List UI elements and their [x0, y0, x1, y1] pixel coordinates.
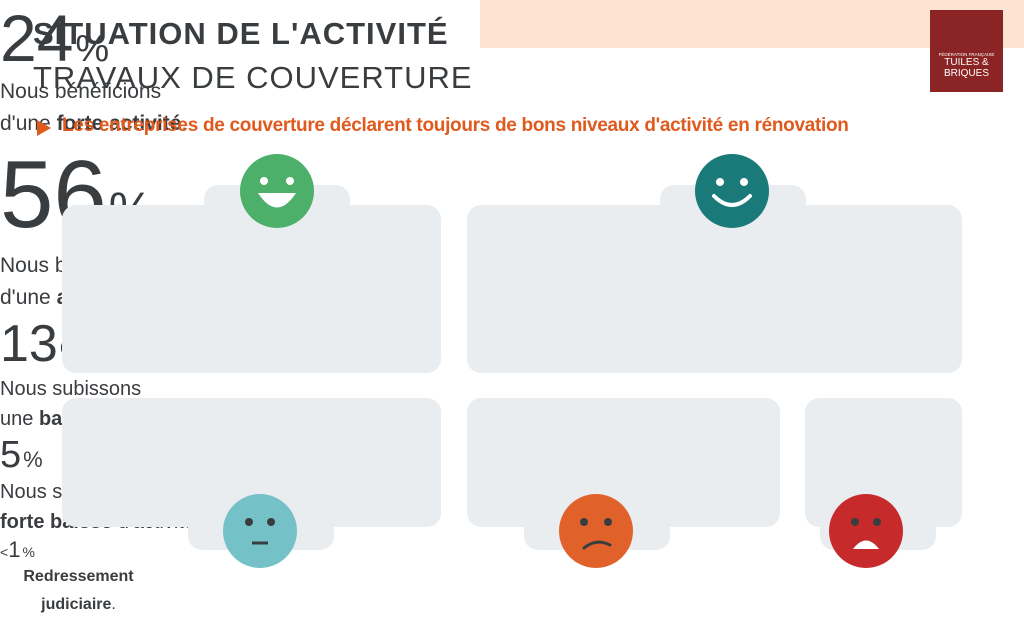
- card: [62, 398, 441, 527]
- card-prefix: <: [0, 544, 9, 560]
- card-unit: %: [22, 544, 35, 560]
- card: [62, 205, 441, 373]
- card: [805, 398, 962, 527]
- logo-box: [930, 10, 1003, 92]
- card-number: 1: [8, 537, 21, 562]
- card: [467, 205, 962, 373]
- text-line: Nous bénéficions: [0, 76, 1024, 108]
- card-value: <1%: [0, 537, 1024, 563]
- card-number: 24: [0, 1, 74, 75]
- subtitle: TRAVAUX DE COUVERTURE: [33, 60, 473, 95]
- text-bold: forte activité: [56, 112, 182, 135]
- card-value: 24%: [0, 0, 1024, 76]
- title: SITUATION DE L'ACTIVITÉ: [33, 16, 449, 51]
- logo-line: BRIQUES: [943, 68, 989, 79]
- card-number: 5: [0, 434, 22, 476]
- text-regular: .: [181, 112, 188, 135]
- text-line: Nous subissons: [0, 374, 1024, 404]
- card: [467, 398, 780, 527]
- text-bold: Redressement: [23, 568, 134, 585]
- tagline-arrow: [37, 120, 51, 136]
- logo-line: FÉDÉRATION FRANÇAISE: [938, 52, 995, 57]
- cards: [62, 185, 962, 550]
- card-unit: %: [75, 28, 110, 70]
- text-regular: Nous bénéficions: [0, 80, 162, 103]
- card-text: Nous bénéficions d'une forte activité.: [0, 76, 1024, 140]
- card-number: 13: [0, 315, 58, 373]
- card-value: 5%: [0, 434, 1024, 477]
- tagline: Les entreprises de couverture déclarent …: [62, 115, 849, 136]
- text-regular: .: [111, 596, 116, 613]
- text-bold: judiciaire: [41, 596, 112, 613]
- card-text: Redressement judiciaire.: [0, 563, 157, 619]
- logo: FÉDÉRATION FRANÇAISE TUILES & BRIQUES: [930, 52, 1003, 79]
- smiley-sad: [559, 494, 633, 568]
- text-regular: une: [0, 408, 39, 430]
- smiley-happy: [240, 154, 314, 228]
- card-unit: %: [23, 447, 43, 472]
- smiley-very-sad: [829, 494, 903, 568]
- text-regular: d'une: [0, 286, 57, 309]
- text-line: Redressement: [0, 563, 157, 591]
- smiley-neutral: [223, 494, 297, 568]
- text-regular: Nous subissons: [0, 378, 142, 400]
- logo-line: TUILES &: [944, 57, 989, 68]
- smiley-smile: [695, 154, 769, 228]
- text-line: judiciaire.: [0, 591, 157, 619]
